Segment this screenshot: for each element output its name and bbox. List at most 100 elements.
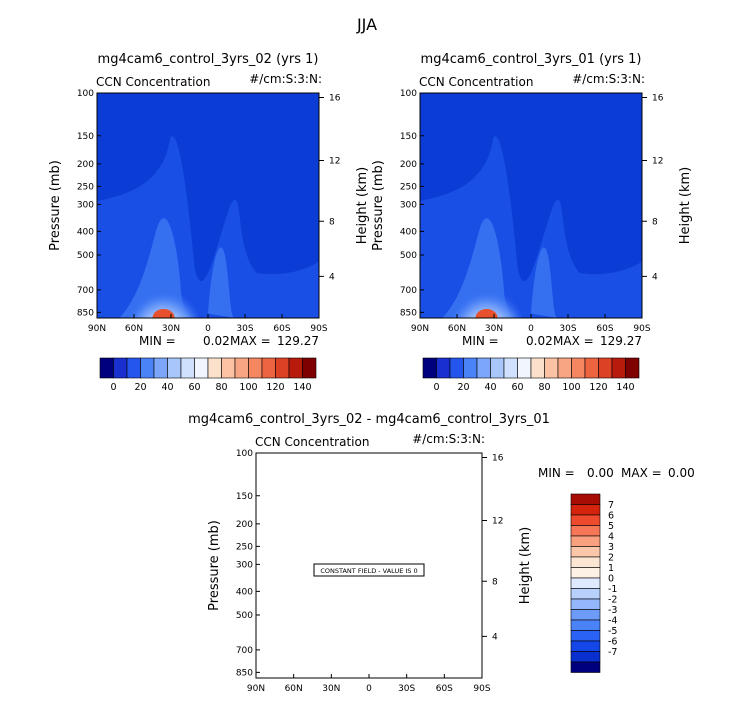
x-tick-label: 90S [310,324,327,334]
x-tick-label: 90S [633,324,650,334]
colorbar-swatch [463,357,478,379]
y-tick-label: 850 [400,308,417,318]
x-tick-label: 30N [322,684,340,694]
y-tick-label: 100 [236,449,253,459]
colorbar-swatch [570,546,601,558]
colorbar-label: -1 [608,584,617,595]
colorbar-swatch [571,357,586,379]
colorbar-swatch [570,619,601,631]
y2-tick-label: 8 [329,217,335,227]
y-tick-label: 250 [236,542,253,552]
colorbar-swatch [570,609,601,621]
panel-title: mg4cam6_control_3yrs_01 (yrs 1) [421,52,642,67]
colorbar-label: 4 [608,532,614,543]
colorbar-swatch [584,357,599,379]
colorbar-label: 6 [608,511,614,522]
y2-axis-label: Height (km) [518,527,533,604]
panel-title: mg4cam6_control_3yrs_02 (yrs 1) [98,52,319,67]
colorbar-label: 120 [266,382,284,393]
colorbar-label: 0 [110,382,116,393]
max-value: 129.27 [277,334,319,348]
panel-2: mg4cam6_control_3yrs_01 (yrs 1) CCN Conce… [371,52,693,334]
x-tick-label: 90N [411,324,429,334]
y-tick-label: 400 [77,227,94,237]
colorbar-swatch [598,357,613,379]
hotspot [128,270,200,318]
y-tick-label: 150 [236,492,253,502]
colorbar-swatch [570,588,601,600]
colorbar-swatch [422,357,437,379]
colorbar-swatch [517,357,532,379]
y-tick-label: 400 [236,587,253,597]
y2-tick-label: 12 [492,517,503,527]
colorbar-swatch [570,567,601,579]
colorbar-label: -4 [608,616,617,627]
y-tick-label: 250 [77,182,94,192]
colorbar-swatch [302,357,317,379]
max-value: 0.00 [668,466,695,480]
colorbar-label: -2 [608,595,617,606]
x-tick-label: 60S [273,324,290,334]
colorbar-label: 5 [608,521,614,532]
colorbar-swatch [167,357,182,379]
y-tick-label: 850 [236,668,253,678]
x-tick-label: 0 [528,324,534,334]
colorbar-swatch [248,357,263,379]
colorbar-swatch [570,598,601,610]
colorbar-swatch [570,504,601,516]
constant-field-box [313,563,425,577]
colorbar-label: -3 [608,605,617,616]
y-tick-label: 700 [77,286,94,296]
colorbar-swatch [153,357,168,379]
colorbar-label: 40 [484,382,496,393]
x-tick-label: 30S [559,324,576,334]
y2-axis-label: Height (km) [678,167,693,244]
colorbar-label: 80 [215,382,227,393]
colorbar-swatch [570,525,601,537]
y2-tick-label: 4 [329,272,335,282]
colorbar-swatch [570,514,601,526]
colorbar-swatch [570,493,601,505]
units-label: #/cm:S:3:N: [572,72,645,86]
min-label: MIN = [139,334,176,348]
y-tick-label: 200 [400,160,417,170]
colorbar-swatch [207,357,222,379]
x-tick-label: 30N [162,324,180,334]
min-label: MIN = [462,334,499,348]
colorbar-label: 3 [608,542,614,553]
y-tick-label: 300 [236,560,253,570]
contour-field [97,93,319,318]
units-label: #/cm:S:3:N: [412,432,485,446]
colorbar-swatch [221,357,236,379]
colorbar-swatch [140,357,155,379]
y-tick-label: 150 [77,132,94,142]
x-tick-label: 60S [436,684,453,694]
colorbar-swatch [544,357,559,379]
colorbar-swatch [570,556,601,568]
colorbar-label: 100 [239,382,257,393]
hotspot-core [152,309,175,318]
y-tick-label: 250 [400,182,417,192]
x-tick-label: 60N [285,684,303,694]
colorbar-swatch [570,630,601,642]
min-value: 0.00 [587,466,614,480]
y-tick-label: 500 [400,251,417,261]
colorbar-swatch [570,661,601,673]
colorbar-label: -6 [608,637,617,648]
colorbar-label: 20 [457,382,469,393]
y2-tick-label: 16 [652,94,664,104]
colorbar-swatch [194,357,209,379]
colorbar-swatch [234,357,249,379]
colorbar-label: -7 [608,647,617,658]
x-tick-label: 30N [485,324,503,334]
colorbar-swatch [570,577,601,589]
y-tick-label: 400 [400,227,417,237]
colorbar-label: 2 [608,553,614,564]
x-tick-label: 0 [205,324,211,334]
y-axis-label: Pressure (mb) [207,520,222,611]
max-label: MAX = [230,334,271,348]
colorbar-swatch [126,357,141,379]
colorbar-label: 20 [134,382,146,393]
colorbar-label: 120 [589,382,607,393]
colorbar-swatch [625,357,640,379]
